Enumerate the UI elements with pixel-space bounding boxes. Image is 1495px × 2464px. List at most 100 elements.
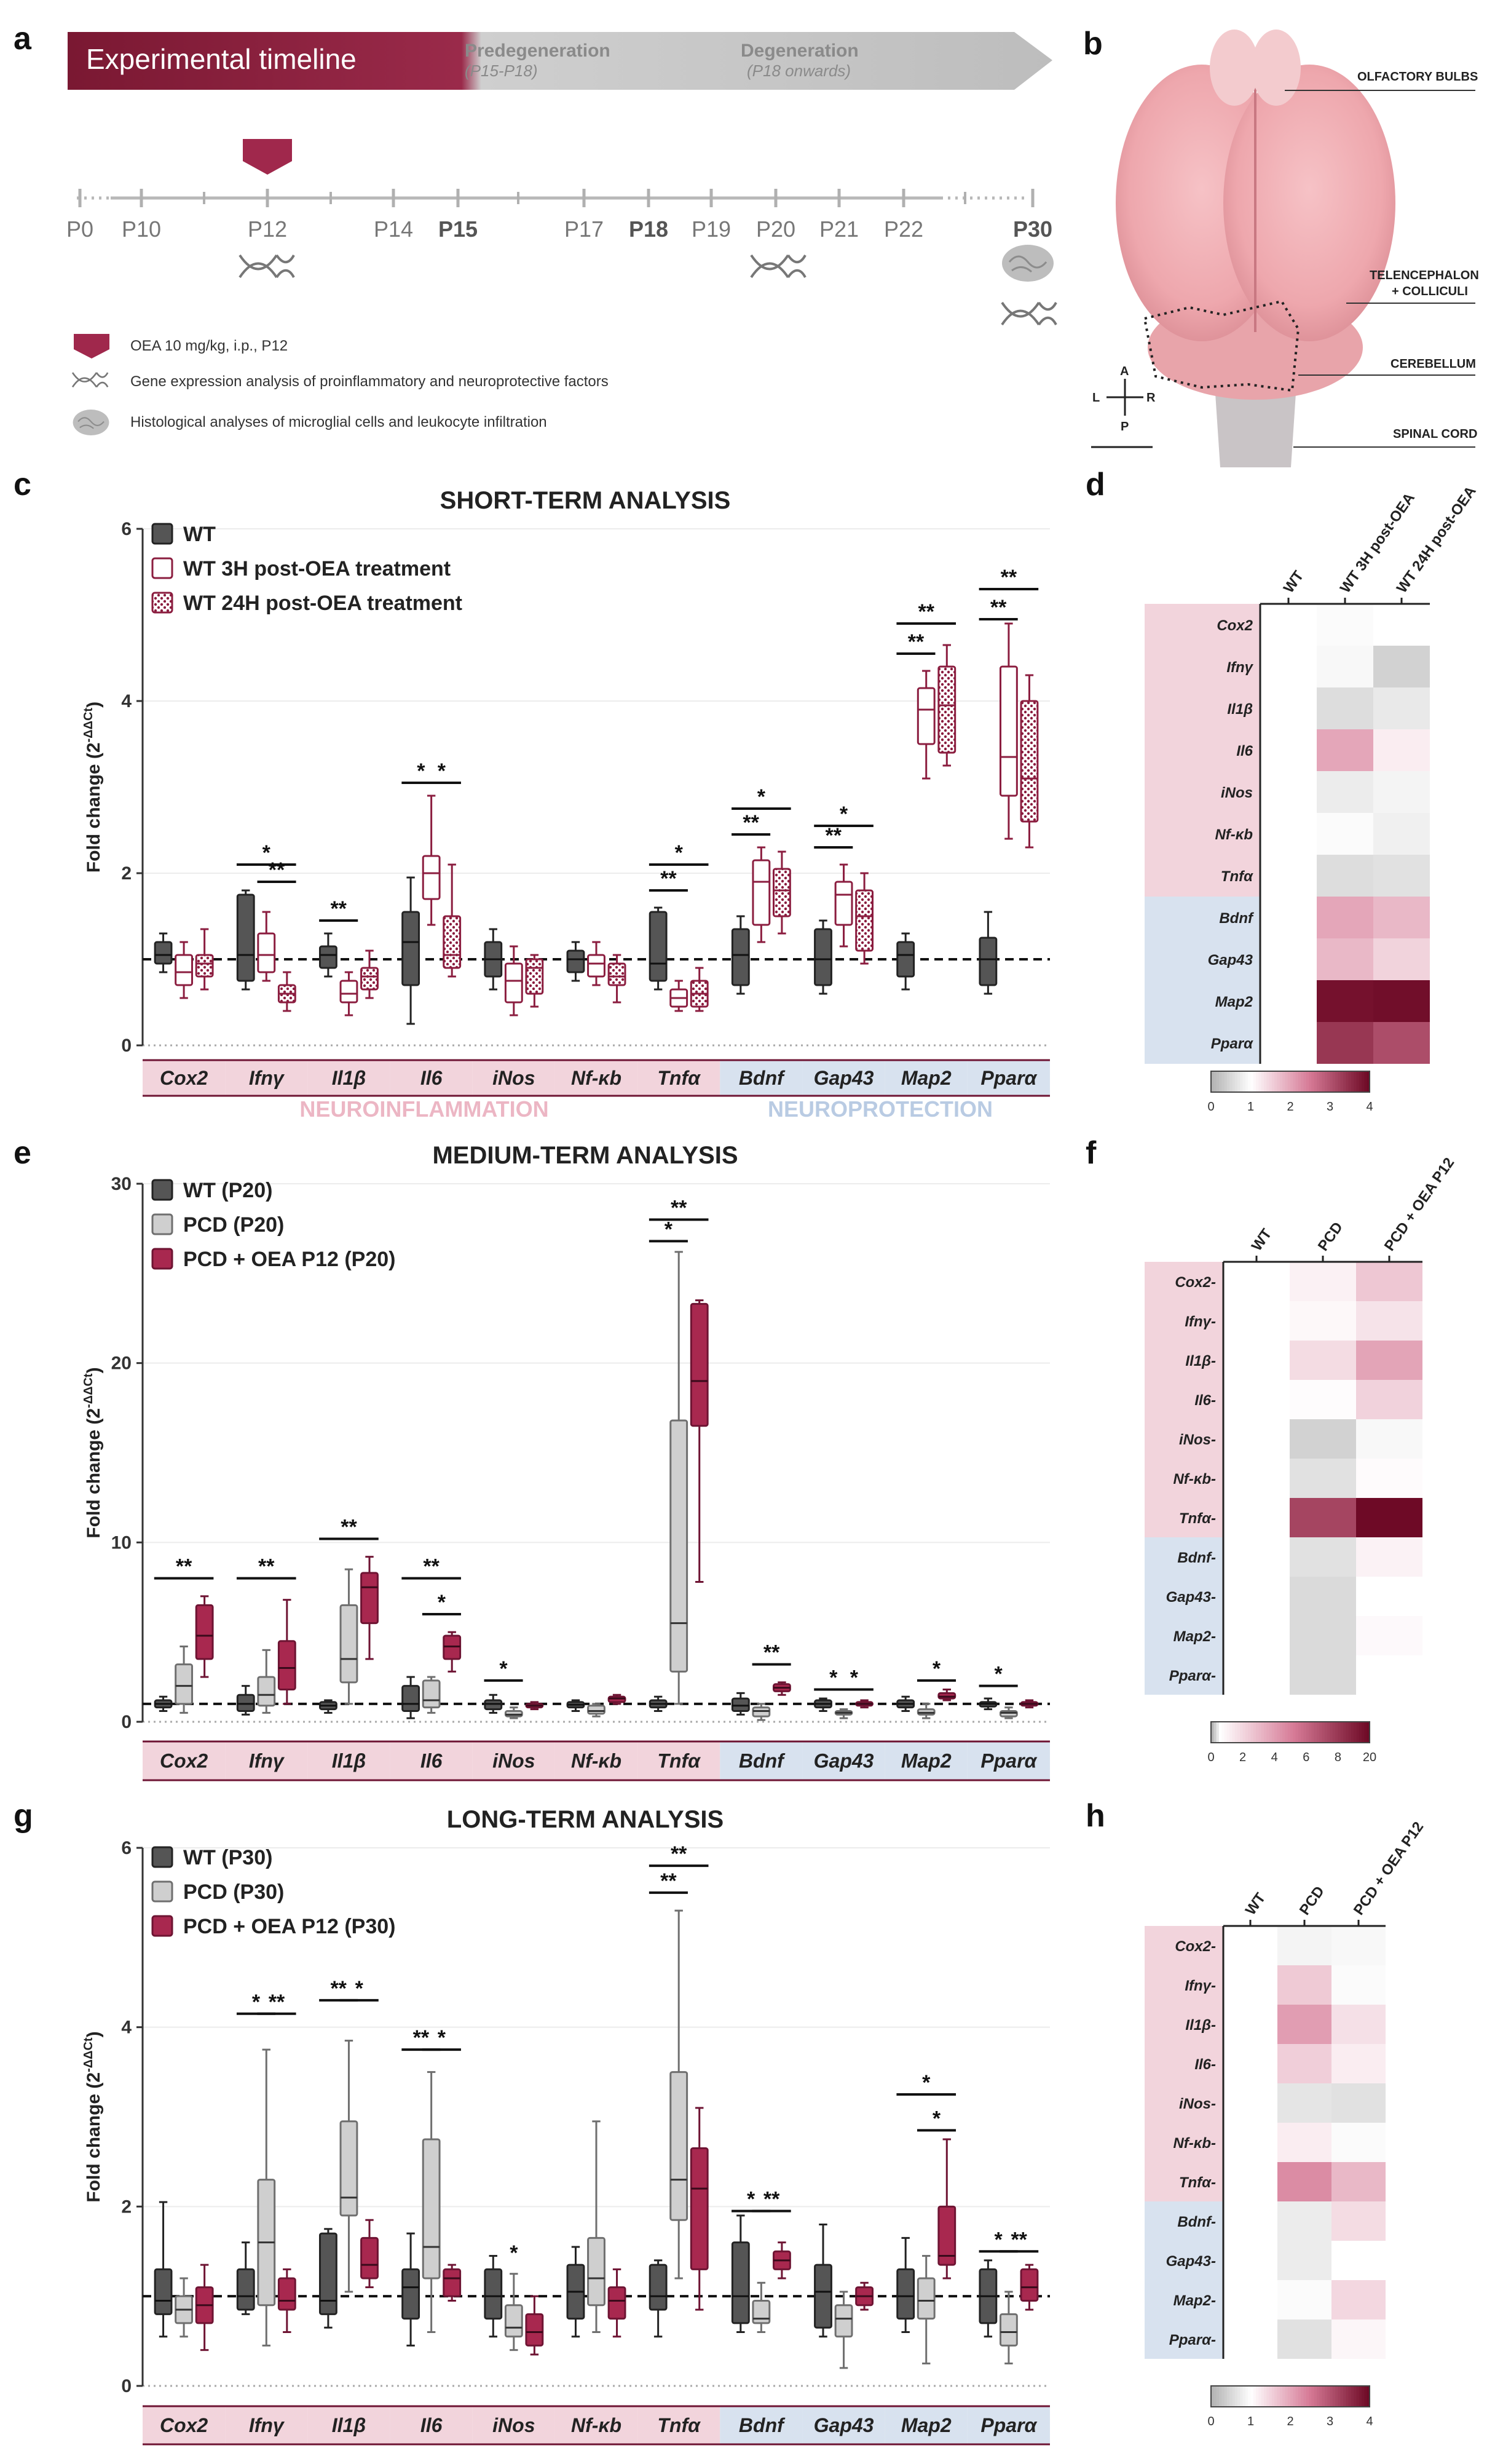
significance-mark: * (355, 1977, 364, 2000)
box-wine-Cox2 (195, 2264, 214, 2351)
heatmap-cell (1373, 980, 1430, 1022)
heatmap-cell (1223, 2044, 1277, 2083)
box-dotted-Ifnγ (277, 971, 296, 1012)
compass-a: A (1120, 365, 1129, 378)
gene-band (390, 1060, 473, 1096)
box-body (999, 665, 1018, 797)
colorbar-segment (1354, 1722, 1357, 1743)
heatmap-row-band (1145, 897, 1260, 938)
gene-band (885, 2406, 968, 2444)
colorbar-segment (1279, 2386, 1284, 2407)
box-dark-Il1β (318, 932, 337, 978)
colorbar-segment (1216, 1071, 1220, 1092)
colorbar-segment (1250, 2386, 1254, 2407)
box-body (731, 2241, 750, 2324)
box-body (669, 2071, 688, 2221)
colorbar-segment (1213, 2386, 1217, 2407)
colorbar-segment (1232, 1722, 1236, 1743)
degeneration-label: Degeneration (741, 41, 859, 61)
colorbar-segment (1324, 2386, 1328, 2407)
gene-label-9: Map2 (901, 1750, 952, 1772)
category-neuroinflammation: NEUROINFLAMMATION (299, 1096, 548, 1122)
gene-band (967, 1741, 1050, 1780)
significance-mark: ** (1001, 566, 1017, 589)
colorbar-segment (1271, 1722, 1276, 1743)
heatmap-row-label-4: iNos- (1179, 2096, 1216, 2112)
heatmap-cell (1331, 2083, 1386, 2123)
colorbar-segment (1248, 1071, 1252, 1092)
box-body (896, 941, 915, 978)
y-tick-label: 2 (121, 2197, 132, 2217)
heatmap-cell (1290, 1301, 1356, 1341)
box-dark-Cox2 (154, 932, 173, 973)
heatmap-row-band (1145, 604, 1260, 646)
gene-label-3: Il6 (420, 2414, 443, 2436)
colorbar-segment (1301, 1722, 1304, 1743)
y-axis-label-text: ) (84, 1367, 104, 1373)
colorbar-segment (1303, 1071, 1307, 1092)
y-axis-label-text: Fold change (2 (84, 742, 104, 873)
colorbar-segment (1211, 1071, 1215, 1092)
heatmap-row-label-3: Il6 (1236, 743, 1253, 759)
box-body (339, 2120, 358, 2217)
heatmap-cell (1373, 813, 1430, 855)
heatmap-cell (1317, 1022, 1373, 1064)
colorbar-segment (1256, 1071, 1260, 1092)
box-dotted-Il6 (443, 863, 462, 978)
heatmap-cell (1290, 1380, 1356, 1419)
colorbar-segment (1232, 1071, 1236, 1092)
heatmap-row-band (1145, 771, 1260, 813)
box-white-Nf-κb (587, 941, 605, 986)
box-dark-Nf-κb (566, 1699, 585, 1712)
box-body (154, 2268, 173, 2315)
colorbar-tick-label: 3 (1327, 1100, 1333, 1114)
gene-band (390, 2406, 473, 2444)
colorbar-segment (1351, 1722, 1355, 1743)
heatmap-cell (1223, 1965, 1277, 2005)
box-dark-iNos (484, 1694, 503, 1714)
heatmap-cell (1331, 1926, 1386, 1965)
heatmap-cell (1223, 1459, 1290, 1498)
box-dark-Cox2 (154, 1695, 173, 1712)
gene-label-7: Bdnf (739, 1067, 786, 1089)
significance-mark: ** (743, 811, 759, 834)
box-white-Ifnγ (257, 911, 276, 982)
heatmap-cell (1260, 813, 1317, 855)
timeline-legend-oea: OEA 10 mg/kg, i.p., P12 (130, 338, 288, 354)
colorbar-segment (1237, 1722, 1241, 1743)
significance-mark: * (747, 2188, 755, 2211)
colorbar-segment (1290, 1722, 1294, 1743)
chart-title-short-term: SHORT-TERM ANALYSIS (440, 487, 731, 514)
panel-label-e: e (14, 1135, 31, 1171)
heatmap-cell (1223, 1301, 1290, 1341)
box-white-Bdnf (752, 846, 771, 943)
colorbar-segment (1356, 2386, 1360, 2407)
y-tick-label: 6 (121, 1838, 132, 1858)
timeline-banner-title: Experimental timeline (86, 43, 357, 75)
colorbar-frame (1210, 1721, 1370, 1743)
legend-swatch-light (151, 1880, 173, 1903)
heatmap-cell (1356, 1459, 1422, 1498)
dna-icon (1001, 301, 1057, 326)
box-light-Il1β (339, 1568, 358, 1705)
heatmap-row-band (1145, 646, 1260, 687)
box-dark-Il6 (401, 2232, 420, 2347)
colorbar-segment (1317, 1071, 1320, 1092)
heatmap-cell (1356, 1380, 1422, 1419)
colorbar-segment (1261, 2386, 1264, 2407)
box-dotted-iNos (525, 954, 544, 1008)
colorbar-tick-label: 20 (1363, 1751, 1376, 1764)
heatmap-cell (1277, 2083, 1331, 2123)
colorbar-segment (1221, 1071, 1225, 1092)
colorbar-segment (1340, 2386, 1344, 2407)
significance-mark: * (665, 1218, 673, 1241)
brain-label-telencephalon: TELENCEPHALON (1370, 269, 1479, 282)
colorbar-segment (1295, 1722, 1299, 1743)
gene-label-4: iNos (492, 1067, 535, 1089)
box-body (525, 958, 544, 995)
heatmap-row-label-2: Il1β (1227, 701, 1253, 718)
heatmap-cell (1223, 2280, 1277, 2319)
box-wine-iNos (525, 1701, 544, 1711)
box-dark-Map2 (896, 1695, 915, 1712)
